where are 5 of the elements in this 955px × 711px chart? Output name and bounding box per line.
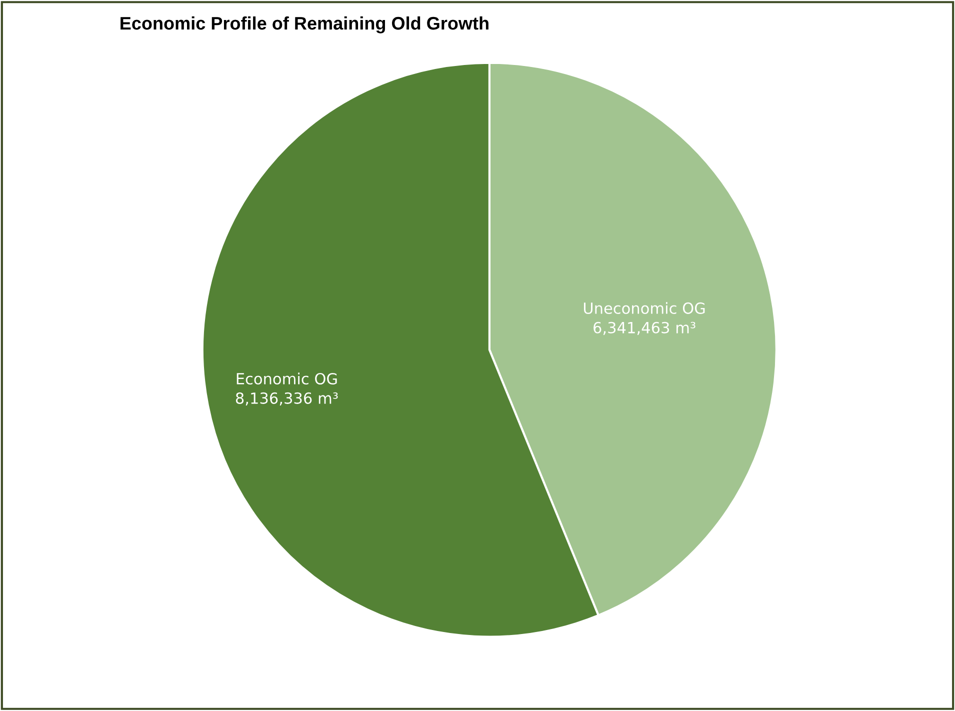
data-label: 8,136,336 m³ — [236, 392, 338, 406]
slice-label: Uneconomic OG — [584, 302, 705, 314]
chart-title: Economic Profile of Remaining Old Growth — [120, 16, 488, 34]
data-label: 6,341,463 m³ — [594, 322, 696, 335]
slice-label: Economic OG — [236, 372, 337, 385]
